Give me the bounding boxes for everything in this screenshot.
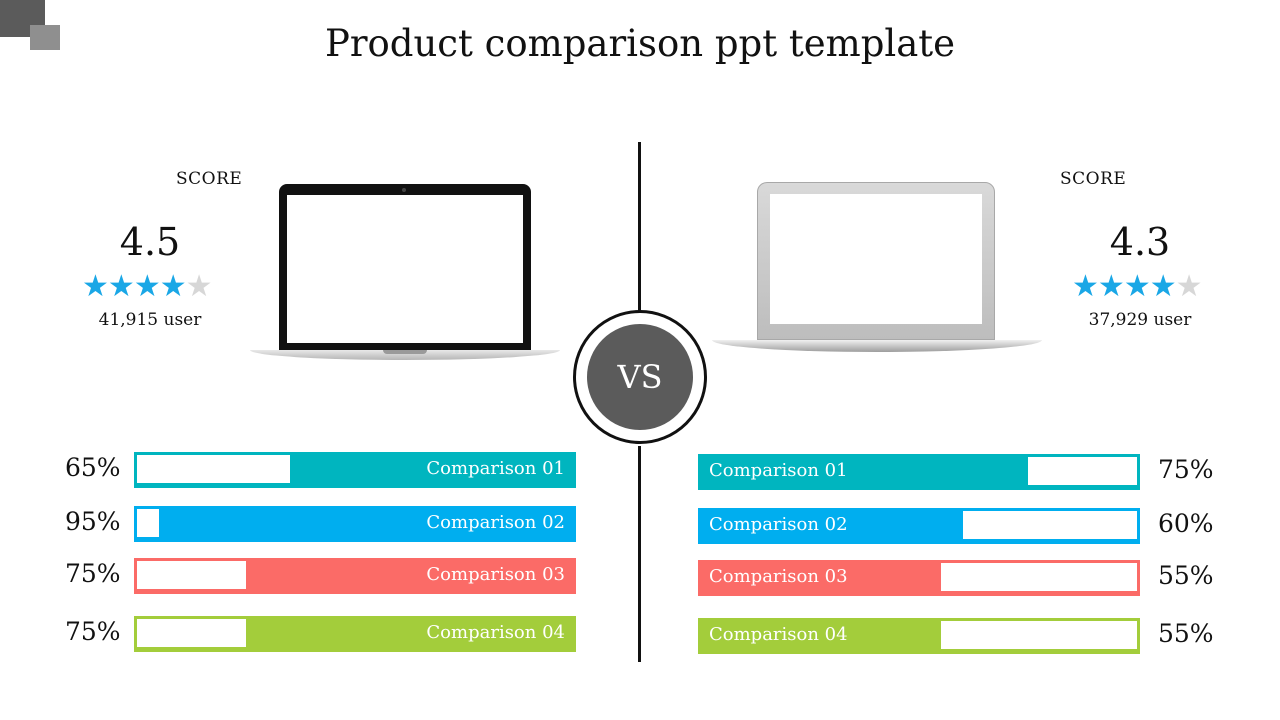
left-laptop-image [250,182,560,364]
bar-remaining [941,621,1137,649]
bar-label: Comparison 03 [426,564,565,585]
center-divider-top [638,142,641,312]
comparison-bar: Comparison 01 [698,454,1140,490]
star-icon: ★ [1123,269,1151,304]
star-icon: ★ [133,269,161,304]
bar-percent: 65% [65,453,121,482]
bar-percent: 55% [1158,561,1214,590]
bar-remaining [1028,457,1137,485]
star-icon: ★ [1072,269,1099,304]
star-icon: ★ [1149,269,1177,304]
bar-remaining [941,563,1137,591]
star-icon: ★ [1175,269,1203,304]
star-icon: ★ [1097,269,1125,304]
comparison-bar: Comparison 02 [698,508,1140,544]
star-icon: ★ [82,269,109,304]
bar-remaining [137,619,246,647]
star-icon: ★ [159,269,187,304]
bar-percent: 95% [65,507,121,536]
bar-percent: 75% [1158,455,1214,484]
bar-label: Comparison 02 [709,514,848,535]
right-user-count: 37,929 user [1088,310,1192,330]
bar-percent: 75% [65,559,121,588]
right-laptop-image [712,180,1042,360]
bar-label: Comparison 01 [709,460,848,481]
star-icon: ★ [107,269,135,304]
slide-title: Product comparison ppt template [324,22,956,65]
bar-remaining [137,509,159,537]
bar-percent: 75% [65,617,121,646]
bar-label: Comparison 04 [709,624,848,645]
vs-badge: VS [573,310,707,444]
camera-icon [402,188,406,192]
right-star-rating: ★★★★★ [1072,269,1203,304]
left-user-count: 41,915 user [98,310,202,330]
right-score-label: SCORE [1060,169,1127,189]
bar-label: Comparison 03 [709,566,848,587]
bar-label: Comparison 01 [426,458,565,479]
left-star-rating: ★★★★★ [82,269,213,304]
comparison-bar: Comparison 04 [134,616,576,652]
bar-remaining [963,511,1137,539]
bar-remaining [137,455,290,483]
bar-percent: 60% [1158,509,1214,538]
bar-percent: 55% [1158,619,1214,648]
vs-label: VS [587,324,693,430]
comparison-bar: Comparison 01 [134,452,576,488]
corner-decoration-light [30,25,60,50]
bar-label: Comparison 04 [426,622,565,643]
center-divider-bottom [638,446,641,662]
comparison-bar: Comparison 04 [698,618,1140,654]
comparison-bar: Comparison 03 [134,558,576,594]
left-score-label: SCORE [176,169,243,189]
right-score-value: 4.3 [1109,220,1171,264]
comparison-bar: Comparison 03 [698,560,1140,596]
star-icon: ★ [185,269,213,304]
bar-remaining [137,561,246,589]
comparison-bar: Comparison 02 [134,506,576,542]
bar-label: Comparison 02 [426,512,565,533]
left-score-value: 4.5 [119,220,181,264]
